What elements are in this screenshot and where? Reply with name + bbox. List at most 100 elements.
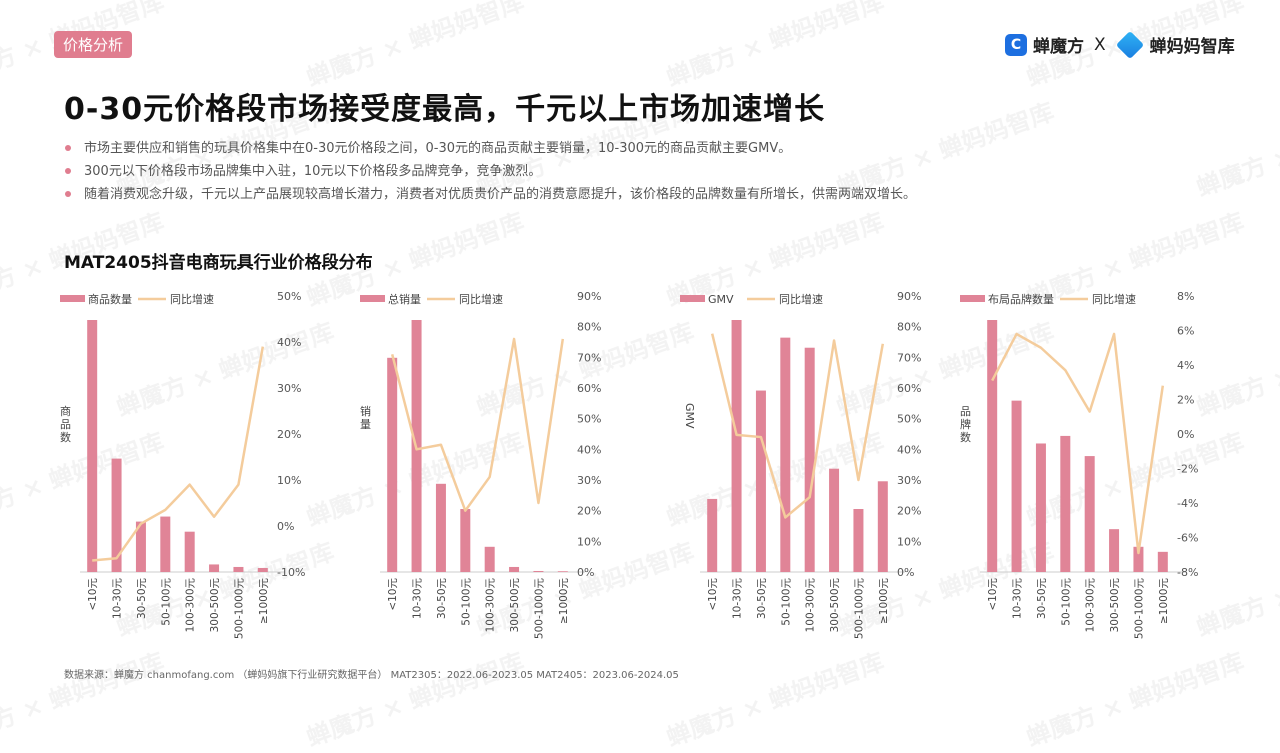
y-axis-label: 商品数 bbox=[60, 404, 71, 444]
watermark-text: 蝉魔方 × 蝉妈妈智库 bbox=[1022, 647, 1248, 753]
bar bbox=[1084, 456, 1095, 572]
y2-tick-label: 70% bbox=[577, 351, 601, 364]
bar bbox=[987, 320, 998, 572]
bar bbox=[460, 509, 471, 572]
x-tick-label: 300-500元 bbox=[829, 578, 841, 633]
bar bbox=[829, 468, 840, 572]
svg-text:总销量: 总销量 bbox=[388, 292, 421, 306]
y2-tick-label: 6% bbox=[1177, 325, 1194, 338]
x-tick-label: 10-30元 bbox=[412, 578, 424, 620]
y-axis-label: GMV bbox=[683, 403, 696, 429]
y2-tick-label: 20% bbox=[897, 505, 921, 518]
x-tick-label: <10元 bbox=[707, 578, 719, 611]
y2-tick-label: 10% bbox=[897, 535, 921, 548]
y2-tick-label: 20% bbox=[277, 428, 301, 441]
svg-text:同比增速: 同比增速 bbox=[459, 292, 503, 306]
x-tick-label: 10-30元 bbox=[1012, 578, 1024, 620]
x-tick-label: 50-100元 bbox=[160, 578, 172, 626]
section-tag: 价格分析 bbox=[54, 31, 133, 58]
x-tick-label: ≥1000元 bbox=[1158, 578, 1170, 625]
y2-tick-label: 80% bbox=[897, 321, 921, 334]
y2-tick-label: 30% bbox=[577, 474, 601, 487]
x-tick-label: 500-1000元 bbox=[1133, 578, 1145, 640]
x-tick-label: 500-1000元 bbox=[533, 578, 545, 640]
x-tick-label: 100-300元 bbox=[185, 578, 197, 633]
watermark-text: 蝉魔方 × 蝉妈妈智库 bbox=[1192, 98, 1280, 203]
growth-line bbox=[710, 333, 885, 519]
logo-left-text: 蝉魔方 bbox=[1033, 37, 1084, 57]
bar bbox=[1011, 400, 1022, 572]
y2-tick-label: -8% bbox=[1177, 566, 1198, 579]
bar bbox=[509, 566, 520, 572]
bar bbox=[387, 357, 398, 572]
x-tick-label: 100-300元 bbox=[805, 578, 817, 633]
y2-tick-label: 30% bbox=[277, 382, 301, 395]
bar bbox=[257, 567, 268, 572]
x-tick-label: 100-300元 bbox=[1085, 578, 1097, 633]
bullet-item: 随着消费观念升级，千元以上产品展现较高增长潜力，消费者对优质贵价产品的消费意愿提… bbox=[64, 183, 916, 206]
x-tick-label: 50-100元 bbox=[1060, 578, 1072, 626]
bar bbox=[533, 570, 544, 572]
bar bbox=[804, 347, 815, 572]
y2-tick-label: 2% bbox=[1177, 394, 1194, 407]
bar bbox=[233, 566, 244, 572]
y2-tick-label: 0% bbox=[1177, 428, 1194, 441]
svg-text:GMV: GMV bbox=[708, 293, 734, 306]
watermark-text: 蝉魔方 × 蝉妈妈智库 bbox=[662, 0, 888, 93]
data-source-note: 数据来源：蝉魔方 chanmofang.com （蝉妈妈旗下行业研究数据平台） … bbox=[64, 670, 679, 681]
bar bbox=[557, 571, 568, 572]
y2-tick-label: 50% bbox=[897, 413, 921, 426]
watermark-text: 蝉魔方 × 蝉妈妈智库 bbox=[0, 647, 168, 753]
x-tick-label: ≥1000元 bbox=[878, 578, 890, 625]
y2-tick-label: 90% bbox=[577, 290, 601, 303]
bullet-item: 300元以下价格段市场品牌集中入驻，10元以下价格段多品牌竞争，竞争激烈。 bbox=[64, 160, 916, 183]
y-axis-label: 销量 bbox=[360, 404, 371, 431]
x-tick-label: ≥1000元 bbox=[258, 578, 270, 625]
y2-tick-label: 0% bbox=[277, 520, 294, 533]
bar bbox=[160, 516, 171, 572]
x-tick-label: 300-500元 bbox=[509, 578, 521, 633]
y2-tick-label: 40% bbox=[577, 443, 601, 456]
y2-tick-label: 10% bbox=[577, 535, 601, 548]
y2-tick-label: 20% bbox=[577, 505, 601, 518]
svg-text:同比增速: 同比增速 bbox=[170, 292, 214, 306]
svg-text:布局品牌数量: 布局品牌数量 bbox=[988, 292, 1054, 306]
growth-line bbox=[991, 332, 1165, 555]
y2-tick-label: 4% bbox=[1177, 359, 1194, 372]
bar bbox=[707, 498, 718, 572]
x-tick-label: 30-50元 bbox=[136, 578, 148, 620]
y2-tick-label: 8% bbox=[1177, 290, 1194, 303]
bar bbox=[135, 521, 146, 572]
growth-line bbox=[390, 337, 565, 512]
bar bbox=[1133, 546, 1144, 572]
watermark-text: 蝉魔方 × 蝉妈妈智库 bbox=[662, 647, 888, 753]
y2-tick-label: -4% bbox=[1177, 497, 1198, 510]
x-tick-label: 100-300元 bbox=[485, 578, 497, 633]
chanmama-logo-icon bbox=[1115, 30, 1144, 59]
logo-separator: X bbox=[1094, 34, 1106, 55]
svg-text:同比增速: 同比增速 bbox=[1092, 292, 1136, 306]
bar bbox=[755, 390, 766, 572]
section-title: MAT2405抖音电商玩具行业价格段分布 bbox=[64, 253, 373, 273]
x-tick-label: ≥1000元 bbox=[558, 578, 570, 625]
x-tick-label: 50-100元 bbox=[460, 578, 472, 626]
chart-legend: GMV 同比增速 bbox=[680, 292, 823, 306]
x-tick-label: 30-50元 bbox=[1036, 578, 1048, 620]
y2-tick-label: 0% bbox=[577, 566, 594, 579]
x-tick-label: 500-1000元 bbox=[233, 578, 245, 640]
y2-tick-label: 70% bbox=[897, 351, 921, 364]
chart-gmv: GMV 同比增速 90% 80% 70% 60% 50% 40% 30% 20% 10% 0% <10元… bbox=[660, 285, 960, 655]
y2-tick-label: 40% bbox=[277, 336, 301, 349]
x-tick-label: 300-500元 bbox=[209, 578, 221, 633]
chart-product-count: 商品数量 同比增速 50% 40% 30% 20% 10% 0% -10% <10元 10-30元 3… bbox=[40, 285, 340, 655]
x-tick-label: 30-50元 bbox=[436, 578, 448, 620]
bar bbox=[184, 531, 195, 572]
y2-tick-label: 50% bbox=[277, 290, 301, 303]
x-tick-label: 10-30元 bbox=[112, 578, 124, 620]
x-tick-label: <10元 bbox=[87, 578, 99, 611]
bar bbox=[1035, 443, 1046, 572]
x-tick-label: 10-30元 bbox=[732, 578, 744, 620]
logo-right-text: 蝉妈妈智库 bbox=[1149, 37, 1235, 57]
bullet-list: 市场主要供应和销售的玩具价格集中在0-30元价格段之间，0-30元的商品贡献主要… bbox=[64, 137, 916, 206]
chanmofang-logo-icon: C bbox=[1005, 33, 1027, 56]
